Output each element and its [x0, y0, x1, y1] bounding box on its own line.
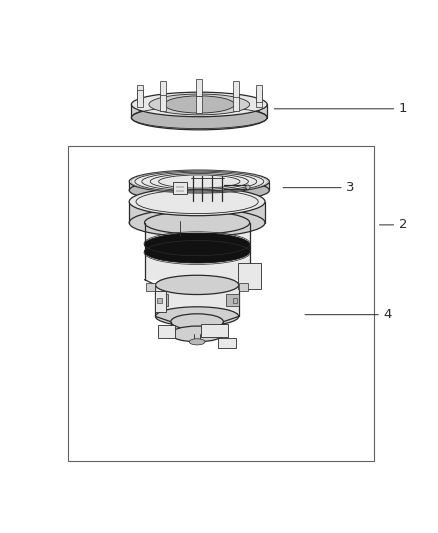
Ellipse shape [171, 314, 223, 329]
Ellipse shape [149, 94, 250, 115]
Ellipse shape [129, 188, 265, 216]
Bar [157, 298, 162, 303]
Ellipse shape [189, 339, 205, 345]
Bar [137, 85, 143, 102]
Polygon shape [129, 182, 269, 190]
Bar [196, 96, 202, 113]
Ellipse shape [164, 96, 234, 113]
Bar [238, 263, 261, 289]
Bar [159, 81, 166, 98]
Text: 3: 3 [346, 181, 354, 194]
Bar [233, 298, 237, 303]
Polygon shape [171, 322, 223, 334]
Bar [256, 91, 262, 107]
Ellipse shape [171, 326, 223, 342]
Ellipse shape [145, 233, 250, 256]
Ellipse shape [155, 307, 239, 326]
Polygon shape [155, 285, 239, 317]
Bar [233, 81, 239, 98]
Bar [173, 182, 187, 194]
Bar [159, 95, 166, 111]
Ellipse shape [145, 240, 250, 263]
Ellipse shape [155, 275, 239, 295]
Ellipse shape [129, 170, 269, 193]
Bar [233, 95, 239, 111]
Bar [256, 85, 262, 102]
Ellipse shape [131, 106, 267, 130]
Text: 1: 1 [399, 102, 407, 115]
Bar [239, 282, 248, 292]
Bar [196, 79, 202, 96]
Polygon shape [145, 245, 250, 252]
Text: 4: 4 [383, 308, 392, 321]
Ellipse shape [145, 211, 250, 234]
Bar [155, 292, 166, 312]
Polygon shape [226, 294, 239, 306]
Ellipse shape [129, 209, 265, 237]
Polygon shape [145, 223, 250, 280]
Bar [218, 338, 236, 348]
Text: 2: 2 [399, 219, 407, 231]
Bar [137, 91, 143, 107]
Bar [201, 324, 228, 337]
Bar [68, 146, 374, 462]
Ellipse shape [129, 179, 269, 201]
Polygon shape [131, 104, 267, 118]
Bar [158, 325, 175, 338]
Bar [146, 282, 155, 292]
Polygon shape [155, 294, 168, 306]
Ellipse shape [246, 185, 250, 189]
Polygon shape [129, 201, 265, 223]
Ellipse shape [131, 92, 267, 117]
